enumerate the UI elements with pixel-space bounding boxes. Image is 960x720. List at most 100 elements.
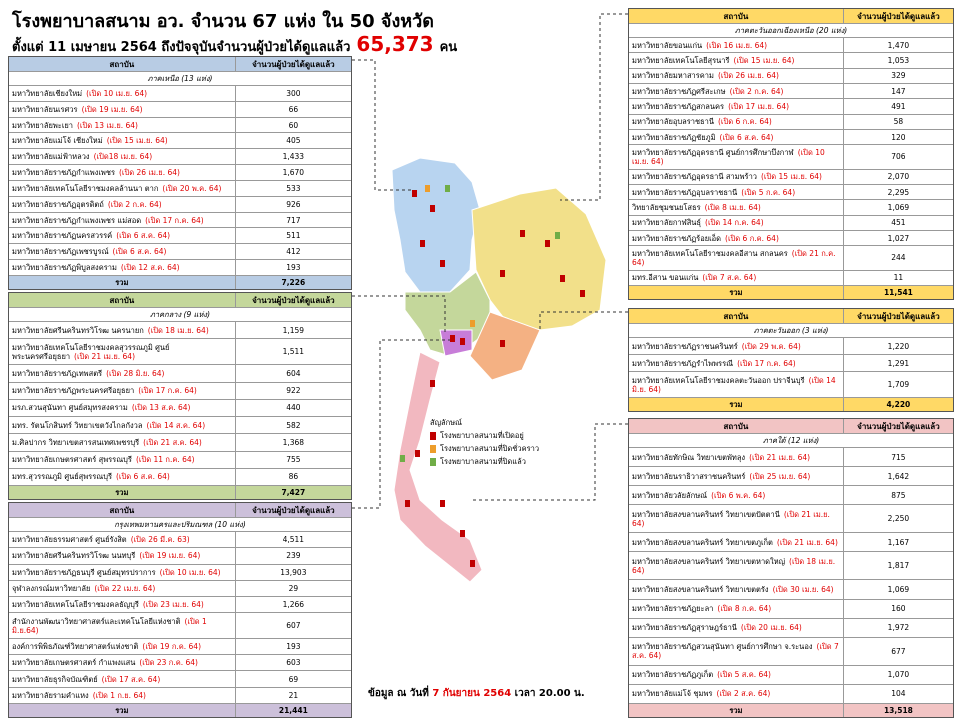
institution: มหาวิทยาลัยธรรมศาสตร์ ศูนย์รังสิต (เปิด 2… — [12, 535, 190, 544]
region-northeast — [471, 187, 607, 331]
patient-count: 21 — [234, 687, 351, 703]
footer-prefix: ข้อมูล ณ วันที่ — [368, 688, 429, 699]
institution-cell: มหาวิทยาลัยราชภัฏสุราษฎร์ธานี (เปิด 20 เม… — [629, 619, 843, 637]
opening-date: (เปิด 2 ก.ค. 64) — [729, 86, 784, 96]
institution-name: มหาวิทยาลัยสงขลานครินทร์ วิทยาเขตหาดใหญ่ — [632, 556, 786, 566]
patient-count: 603 — [234, 655, 351, 671]
patient-count: 120 — [842, 129, 953, 145]
opening-date: (เปิด 13 ส.ค. 64) — [131, 403, 191, 413]
institution-name: มหาวิทยาลัยขอนแก่น — [632, 40, 703, 50]
table-row: มหาวิทยาลัยราชภัฏชัยภูมิ (เปิด 6 ส.ค. 64)… — [629, 128, 953, 145]
institution-cell: มหาวิทยาลัยราชภัฏพระนครศรีอยุธยา (เปิด 17… — [9, 383, 235, 399]
opening-date: (เปิด 21 เม.ย. 64) — [74, 351, 136, 361]
column-header: จำนวนผู้ป่วยได้ดูแลแล้ว — [234, 57, 351, 71]
institution: มหาวิทยาลัยราชภัฏพระนครศรีอยุธยา (เปิด 17… — [12, 386, 197, 395]
patient-count: 1,070 — [842, 665, 953, 684]
patient-count: 1,670 — [234, 165, 351, 180]
patient-count: 1,972 — [842, 618, 953, 637]
table-row: มหาวิทยาลัยมหาสารคาม (เปิด 26 เม.ย. 64) 32… — [629, 67, 953, 83]
patient-count: 58 — [842, 114, 953, 129]
opening-date: (เปิด 8 ก.ค. 64) — [717, 604, 772, 614]
institution-name: มหาวิทยาลัยศรีนครินทรวิโรฒ นนทบุรี — [12, 551, 136, 561]
institution-name: มหาวิทยาลัยราชภัฏชัยภูมิ — [632, 132, 716, 142]
table-row: มหาวิทยาลัยราชภัฏนครสวรรค์ (เปิด 6 ส.ค. 6… — [9, 227, 351, 244]
institution: มทร.อีสาน ขอนแก่น (เปิด 7 ส.ค. 64) — [632, 273, 756, 282]
column-header: สถาบัน — [723, 11, 749, 21]
table: สถาบัน จำนวนผู้ป่วยได้ดูแลแล้ว กรุงเทพมหาน… — [8, 502, 352, 718]
institution: มหาวิทยาลัยทักษิณ วิทยาเขตพัทลุง (เปิด 21… — [632, 453, 810, 462]
patient-count: 511 — [234, 228, 351, 244]
table-row: มทร.สุวรรณภูมิ ศูนย์สุพรรณบุรี (เปิด 6 ส.… — [9, 467, 351, 485]
opening-date: (เปิด 15 เม.ย. 64) — [733, 55, 795, 65]
institution: มหาวิทยาลัยกาฬสินธุ์ (เปิด 14 ก.ค. 64) — [632, 218, 764, 227]
patient-count: 1,433 — [234, 149, 351, 165]
connectors — [352, 13, 628, 509]
institution-name: มหาวิทยาลัยเทคโนโลยีสุรนารี — [632, 55, 730, 65]
table-row: มหาวิทยาลัยเทคโนโลยีราชมงคลตะวันออก ปราจ… — [629, 371, 953, 397]
legend-label: โรงพยาบาลสนามที่ปิดชั่วคราว — [440, 444, 540, 453]
institution: มหาวิทยาลัยราชภัฏราชนครินทร์ (เปิด 29 พ.ค… — [632, 342, 801, 351]
institution-name: มหาวิทยาลัยราชภัฏพระนครศรีอยุธยา — [12, 386, 135, 396]
institution-cell: มหาวิทยาลัยเกษตรศาสตร์ สุพรรณบุรี (เปิด 1… — [9, 452, 235, 468]
patient-count: 1,167 — [842, 533, 953, 552]
institution-name: มหาวิทยาลัยธุรกิจบัณฑิตย์ — [12, 674, 98, 684]
patient-count: 922 — [234, 382, 351, 399]
opening-date: (เปิด 1 มิ.ย.64) — [12, 616, 207, 635]
opening-date: (เปิด 21 ส.ค. 64) — [143, 437, 202, 447]
institution: มหาวิทยาลัยราชภัฏอุดรธานี ศูนย์การศึกษาบ… — [632, 148, 840, 166]
institution-cell: มหาวิทยาลัยแม่โจ้ ชุมพร (เปิด 2 ส.ค. 64) — [629, 685, 843, 703]
table-row: มหาวิทยาลัยราชภัฏอุบลราชธานี (เปิด 5 ก.ค.… — [629, 183, 953, 200]
opening-date: (เปิด 21 เม.ย. 64) — [776, 537, 838, 547]
patient-count: 13,903 — [234, 564, 351, 580]
table-row: มหาวิทยาลัยราชภัฏยะลา (เปิด 8 ก.ค. 64) 160 — [629, 598, 953, 618]
institution: วิทยาลัยชุมชนยโสธร (เปิด 8 เม.ย. 64) — [632, 203, 761, 212]
institution: มหาวิทยาลัยสงขลานครินทร์ วิทยาเขตตรัง (เป… — [632, 585, 834, 594]
institution: มหาวิทยาลัยสงขลานครินทร์ วิทยาเขตภูเก็ต(… — [632, 538, 838, 547]
legend: สัญลักษณ์ โรงพยาบาลสนามที่เปิดอยู่ โรงพย… — [430, 416, 539, 468]
patient-count: 69 — [234, 671, 351, 687]
institution-name: มหาวิทยาลัยราชภัฏภูเก็ต — [632, 670, 714, 680]
patient-count: 1,069 — [842, 580, 953, 599]
table-row: มทร.อีสาน ขอนแก่น (เปิด 7 ส.ค. 64) 11 — [629, 269, 953, 285]
table-row: มหาวิทยาลัยราชภัฏเพชรบูรณ์ (เปิด 6 ส.ค. 6… — [9, 243, 351, 260]
institution: ม.ศิลปากร วิทยาเขตสารสนเทศเพชรบุรี (เปิด … — [12, 438, 202, 447]
institution-name: องค์การพิพิธภัณฑ์วิทยาศาสตร์แห่งชาติ — [12, 641, 139, 651]
institution-name: มหาวิทยาลัยราชภัฏเทพสตรี — [12, 369, 103, 379]
table-row: มหาวิทยาลัยราชภัฏกำแพงเพชร (เปิด 26 เม.ย.… — [9, 164, 351, 180]
opening-date: (เปิด 5 ส.ค. 64) — [717, 670, 771, 680]
total-row: รวม 7,427 — [9, 484, 351, 499]
institution-cell: มหาวิทยาลัยราชภัฏกำแพงเพชร (เปิด 26 เม.ย.… — [9, 165, 235, 180]
opening-date: (เปิด 30 เม.ย. 64) — [772, 585, 834, 594]
institution: มหาวิทยาลัยราชภัฏกำแพงเพชร แม่สอด (เปิด 1… — [12, 216, 204, 225]
patient-count: 2,295 — [842, 184, 953, 200]
patient-count: 160 — [842, 599, 953, 618]
institution-name: มหาวิทยาลัยแม่ฟ้าหลวง — [12, 152, 90, 162]
table-row: มหาวิทยาลัยรามคำแหง (เปิด 1 ก.ย. 64) 21 — [9, 686, 351, 703]
patient-count: 604 — [234, 365, 351, 382]
patient-count: 11 — [842, 270, 953, 285]
institution-name: วิทยาลัยชุมชนยโสธร — [632, 202, 701, 212]
institution-cell: มหาวิทยาลัยเทคโนโลยีราชมงคลสุวรรณภูมิ ศู… — [9, 339, 235, 364]
table: สถาบัน จำนวนผู้ป่วยได้ดูแลแล้ว ภาคใต้ (12 … — [628, 418, 954, 718]
institution-name: มหาวิทยาลัยราชภัฏอุตรดิตถ์ — [12, 199, 104, 209]
institution-name: มหาวิทยาลัยสงขลานครินทร์ วิทยาเขตปัตตานี — [632, 509, 780, 519]
institution-name: มทร.สุวรรณภูมิ ศูนย์สุพรรณบุรี — [12, 472, 112, 482]
institution-name: มหาวิทยาลัยแม่โจ้ ชุมพร — [632, 689, 713, 699]
patient-count: 29 — [234, 580, 351, 597]
patient-count: 755 — [234, 451, 351, 468]
institution: มหาวิทยาลัยแม่โจ้ ชุมพร (เปิด 2 ส.ค. 64) — [632, 689, 770, 698]
institution-cell: มหาวิทยาลัยราชภัฏเทพสตรี (เปิด 28 มิ.ย. 6… — [9, 365, 235, 381]
column-header: จำนวนผู้ป่วยได้ดูแลแล้ว — [842, 309, 953, 323]
opening-date: (เปิด 20 พ.ค. 64) — [162, 183, 222, 193]
institution: มหาวิทยาลัยพะเยา (เปิด 13 เม.ย. 64) — [12, 121, 138, 130]
institution-name: มหาวิทยาลัยราชภัฏยะลา — [632, 604, 714, 614]
region-label: ภาคตะวันออกเฉียงเหนือ (20 แห่ง) — [629, 23, 953, 37]
institution-name: มหาวิทยาลัยราชภัฏสวนสุนันทา ศูนย์การศึกษ… — [632, 642, 813, 652]
institution: มหาวิทยาลัยราชภัฏพิบูลสงคราม (เปิด 12 ส.ค… — [12, 263, 180, 272]
opening-date: (เปิด 25 เม.ย. 64) — [749, 471, 811, 481]
total-label: รวม — [729, 400, 743, 409]
total-value: 21,441 — [234, 703, 351, 717]
institution-name: มหาวิทยาลัยราชภัฏสุราษฎร์ธานี — [632, 623, 737, 633]
